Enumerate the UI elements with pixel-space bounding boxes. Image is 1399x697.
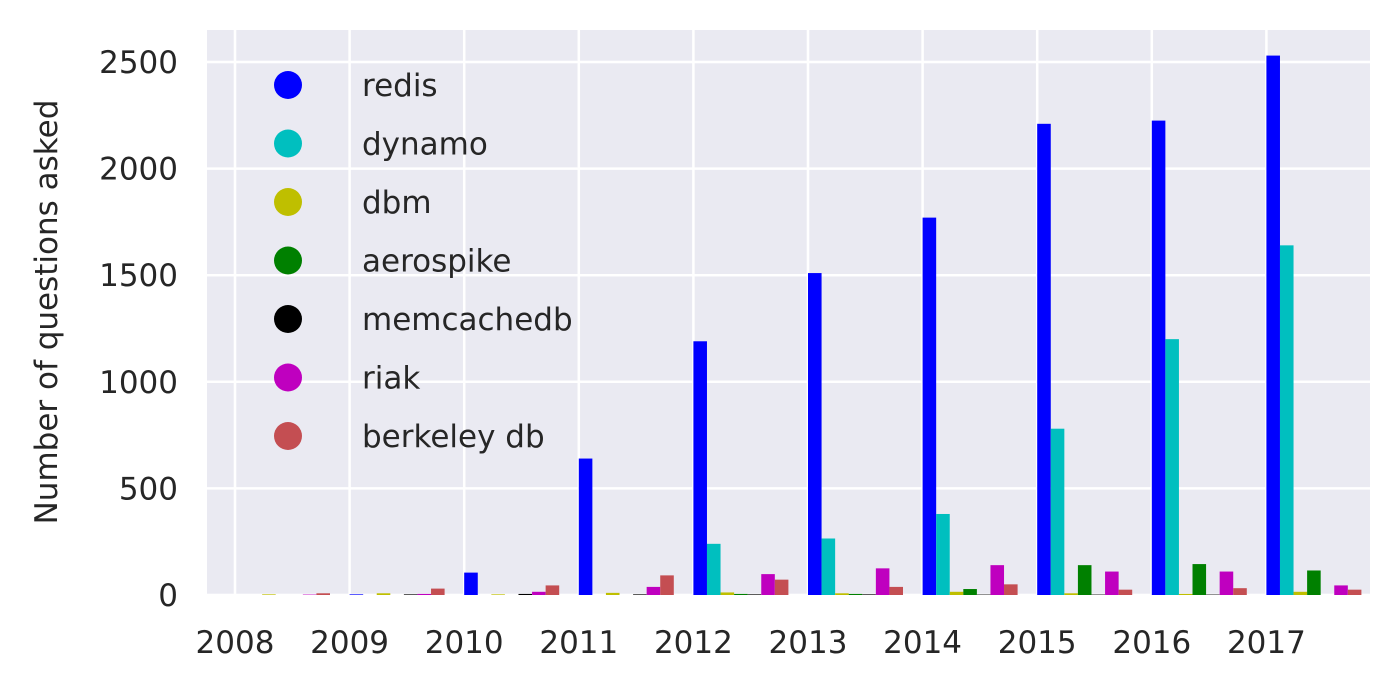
x-tick-labels: 2008 2009 2010 2011 2012 2013 2014 2015 2016 2017 xyxy=(196,625,1306,661)
bar-riak-2012 xyxy=(761,574,775,595)
bar-dbm-2012 xyxy=(721,592,735,595)
bar-dbm-2009 xyxy=(377,593,391,595)
legend-marker-aerospike xyxy=(274,247,302,275)
bar-riak-2011 xyxy=(647,587,661,595)
y-tick-label: 2500 xyxy=(99,45,178,81)
x-tick-label: 2016 xyxy=(1112,625,1191,661)
x-tick-label: 2009 xyxy=(310,625,389,661)
bar-berkeley-db-2012 xyxy=(775,580,789,595)
bar-dynamo-2017 xyxy=(1280,245,1294,595)
bar-riak-2009 xyxy=(417,594,431,595)
bar-aerospike-2017 xyxy=(1307,570,1321,595)
x-tick-label: 2010 xyxy=(425,625,504,661)
y-tick-label: 500 xyxy=(119,471,178,507)
x-tick-label: 2014 xyxy=(883,625,962,661)
legend-label-dbm: dbm xyxy=(362,185,432,221)
x-tick-label: 2012 xyxy=(654,625,733,661)
bar-memcachedb-2011 xyxy=(633,594,647,595)
x-tick-label: 2008 xyxy=(196,625,275,661)
bar-memcachedb-2009 xyxy=(404,594,418,595)
legend-label-berkeley-db: berkeley db xyxy=(362,419,545,455)
y-tick-label: 2000 xyxy=(99,152,178,188)
bar-dynamo-2016 xyxy=(1165,339,1179,595)
bar-redis-2016 xyxy=(1152,121,1166,595)
y-tick-label: 1000 xyxy=(99,365,178,401)
bar-memcachedb-2010 xyxy=(518,594,532,595)
bar-redis-2013 xyxy=(808,273,822,595)
legend-marker-redis xyxy=(274,71,302,99)
bar-dynamo-2015 xyxy=(1051,429,1065,595)
bar-redis-2015 xyxy=(1037,124,1051,595)
legend-label-dynamo: dynamo xyxy=(362,127,488,163)
legend-label-memcachedb: memcachedb xyxy=(362,302,573,338)
bar-berkeley-db-2009 xyxy=(431,589,445,595)
bar-berkeley-db-2015 xyxy=(1119,590,1133,595)
bar-berkeley-db-2014 xyxy=(1004,584,1018,595)
legend-label-redis: redis xyxy=(362,68,438,104)
bar-aerospike-2014 xyxy=(963,589,977,595)
y-tick-labels: 0 500 1000 1500 2000 2500 xyxy=(99,45,178,614)
bar-dynamo-2014 xyxy=(936,514,950,595)
bar-dbm-2014 xyxy=(950,592,964,595)
legend-marker-dynamo xyxy=(274,130,302,158)
bar-dbm-2010 xyxy=(491,594,505,595)
bar-berkeley-db-2013 xyxy=(889,587,903,595)
x-tick-label: 2013 xyxy=(769,625,848,661)
bar-riak-2015 xyxy=(1105,572,1119,595)
x-tick-label: 2017 xyxy=(1227,625,1306,661)
bar-redis-2014 xyxy=(923,218,937,595)
bar-redis-2010 xyxy=(464,573,478,595)
legend-label-riak: riak xyxy=(362,361,420,397)
y-tick-label: 1500 xyxy=(99,258,178,294)
bar-dynamo-2012 xyxy=(707,544,721,595)
bar-aerospike-2013 xyxy=(849,594,863,595)
bar-dbm-2016 xyxy=(1179,594,1193,595)
bar-dbm-2013 xyxy=(835,593,849,595)
bar-berkeley-db-2008 xyxy=(316,593,330,595)
bar-dbm-2015 xyxy=(1064,593,1078,595)
legend-marker-riak xyxy=(274,364,302,392)
bar-riak-2017 xyxy=(1334,585,1348,595)
bar-redis-2012 xyxy=(693,341,707,595)
bar-berkeley-db-2017 xyxy=(1348,590,1362,595)
bar-redis-2017 xyxy=(1266,56,1280,595)
bar-berkeley-db-2011 xyxy=(660,575,674,595)
bar-riak-2014 xyxy=(990,565,1004,595)
bar-memcachedb-2013 xyxy=(862,594,876,595)
bar-dbm-2008 xyxy=(262,594,276,595)
bar-redis-2009 xyxy=(350,594,364,595)
legend-label-aerospike: aerospike xyxy=(362,244,511,280)
bar-aerospike-2016 xyxy=(1193,564,1207,595)
bar-memcachedb-2012 xyxy=(748,594,762,595)
y-axis-label: Number of questions asked xyxy=(29,100,65,525)
bar-dbm-2011 xyxy=(606,593,620,595)
x-tick-label: 2011 xyxy=(539,625,618,661)
bar-berkeley-db-2016 xyxy=(1233,588,1247,595)
legend-marker-berkeley-db xyxy=(274,422,302,450)
legend-marker-memcachedb xyxy=(274,305,302,333)
bar-aerospike-2012 xyxy=(734,594,748,595)
x-tick-label: 2015 xyxy=(998,625,1077,661)
bar-dynamo-2013 xyxy=(822,539,836,596)
bar-riak-2016 xyxy=(1220,572,1234,595)
bar-riak-2010 xyxy=(532,592,546,595)
legend-marker-dbm xyxy=(274,188,302,216)
bar-berkeley-db-2010 xyxy=(546,585,560,595)
bar-riak-2013 xyxy=(876,568,890,595)
bar-redis-2011 xyxy=(579,459,593,595)
bar-dbm-2017 xyxy=(1294,592,1308,595)
y-tick-label: 0 xyxy=(158,578,178,614)
bar-aerospike-2015 xyxy=(1078,565,1092,595)
